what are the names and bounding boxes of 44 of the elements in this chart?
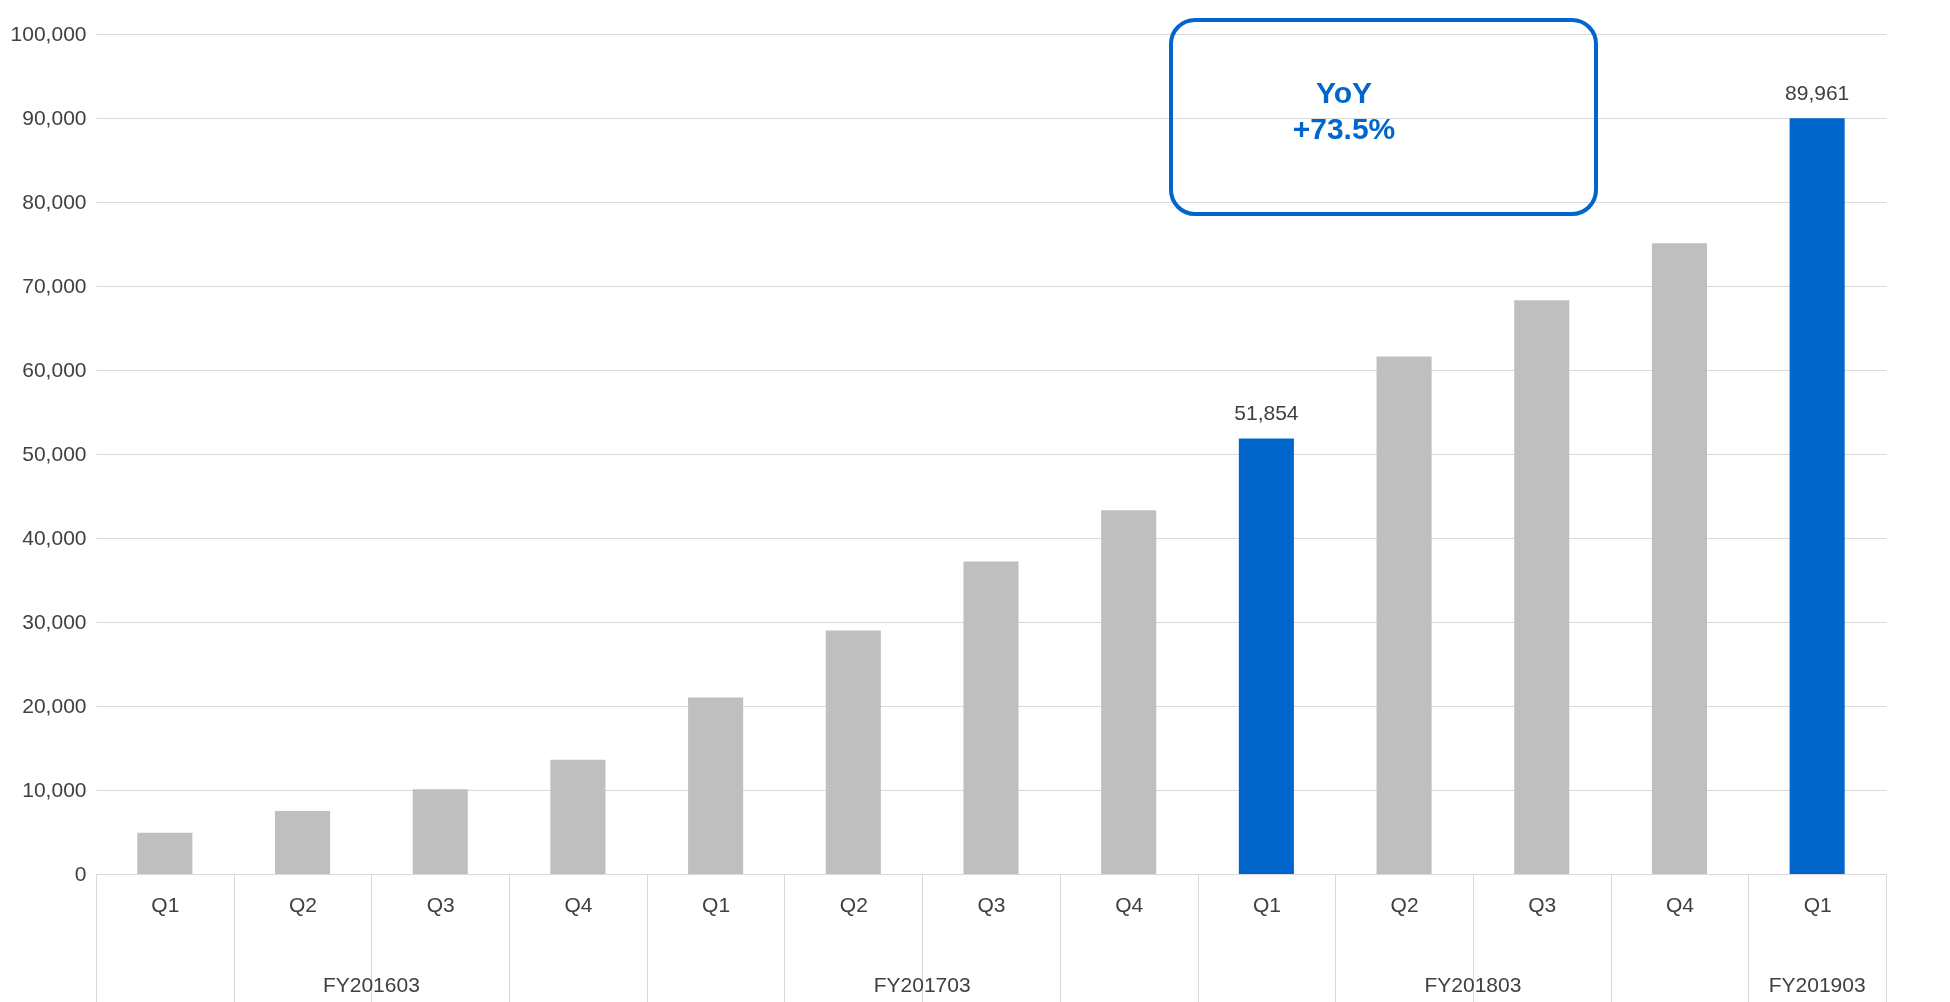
x-tick-label: Q4 [1115, 892, 1144, 916]
y-tick-label: 40,000 [22, 525, 87, 549]
bar [1238, 438, 1294, 874]
text: FY201703 [873, 973, 971, 996]
bar [137, 832, 193, 874]
y-tick-label: 100,000 [10, 21, 87, 45]
x-tick-label: Q3 [426, 892, 455, 916]
x-tick-label: Q3 [977, 892, 1006, 916]
x-tick-label: Q1 [151, 892, 180, 916]
bar [412, 789, 468, 874]
bar [825, 630, 881, 874]
bar [963, 561, 1019, 874]
text: FY201603 [322, 973, 420, 996]
x-tick-label: Q1 [702, 892, 731, 916]
y-tick-label: 60,000 [22, 357, 87, 381]
x-tick-label: Q2 [289, 892, 318, 916]
x-tick-label: Q3 [1528, 892, 1557, 916]
y-tick-label: 70,000 [22, 273, 87, 297]
x-tick-label: Q4 [1665, 892, 1695, 916]
y-tick-label: 0 [74, 861, 87, 885]
bar [688, 697, 744, 874]
data-label: 89,961 [1785, 81, 1850, 105]
y-tick-label: 20,000 [22, 693, 87, 717]
x-tick-label: Q1 [1252, 892, 1281, 916]
text: FY201903 [1768, 973, 1866, 996]
bar [1789, 118, 1845, 874]
x-tick-label: Q2 [1390, 892, 1419, 916]
x-tick-label: Q1 [1803, 892, 1832, 916]
bar [1514, 300, 1570, 874]
x-tick-label: Q2 [839, 892, 868, 916]
bar [1376, 356, 1432, 874]
bar [550, 759, 606, 874]
annotation: YoY +73.5% [1292, 76, 1396, 145]
bar [1651, 243, 1707, 874]
y-tick-label: 90,000 [22, 105, 87, 129]
bar [275, 811, 331, 874]
x-tick-label: Q4 [564, 892, 593, 916]
text: FY201803 [1424, 973, 1522, 996]
data-label: 51,854 [1234, 401, 1299, 425]
y-tick-label: 50,000 [22, 441, 87, 465]
y-tick-label: 10,000 [22, 777, 87, 801]
y-tick-label: 80,000 [22, 189, 87, 213]
bar [1101, 510, 1157, 874]
y-tick-label: 30,000 [22, 609, 87, 633]
